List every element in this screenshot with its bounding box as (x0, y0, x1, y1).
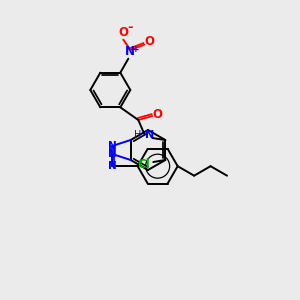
Text: O: O (144, 35, 154, 48)
Text: N: N (108, 161, 117, 171)
Text: Cl: Cl (137, 158, 150, 170)
Text: -: - (128, 21, 133, 34)
Text: O: O (118, 26, 128, 39)
Text: N: N (108, 141, 117, 151)
Text: N: N (125, 45, 135, 58)
Text: N: N (145, 130, 154, 140)
Text: N: N (108, 149, 117, 159)
Text: H: H (134, 130, 141, 140)
Text: +: + (131, 45, 139, 54)
Text: O: O (152, 109, 162, 122)
